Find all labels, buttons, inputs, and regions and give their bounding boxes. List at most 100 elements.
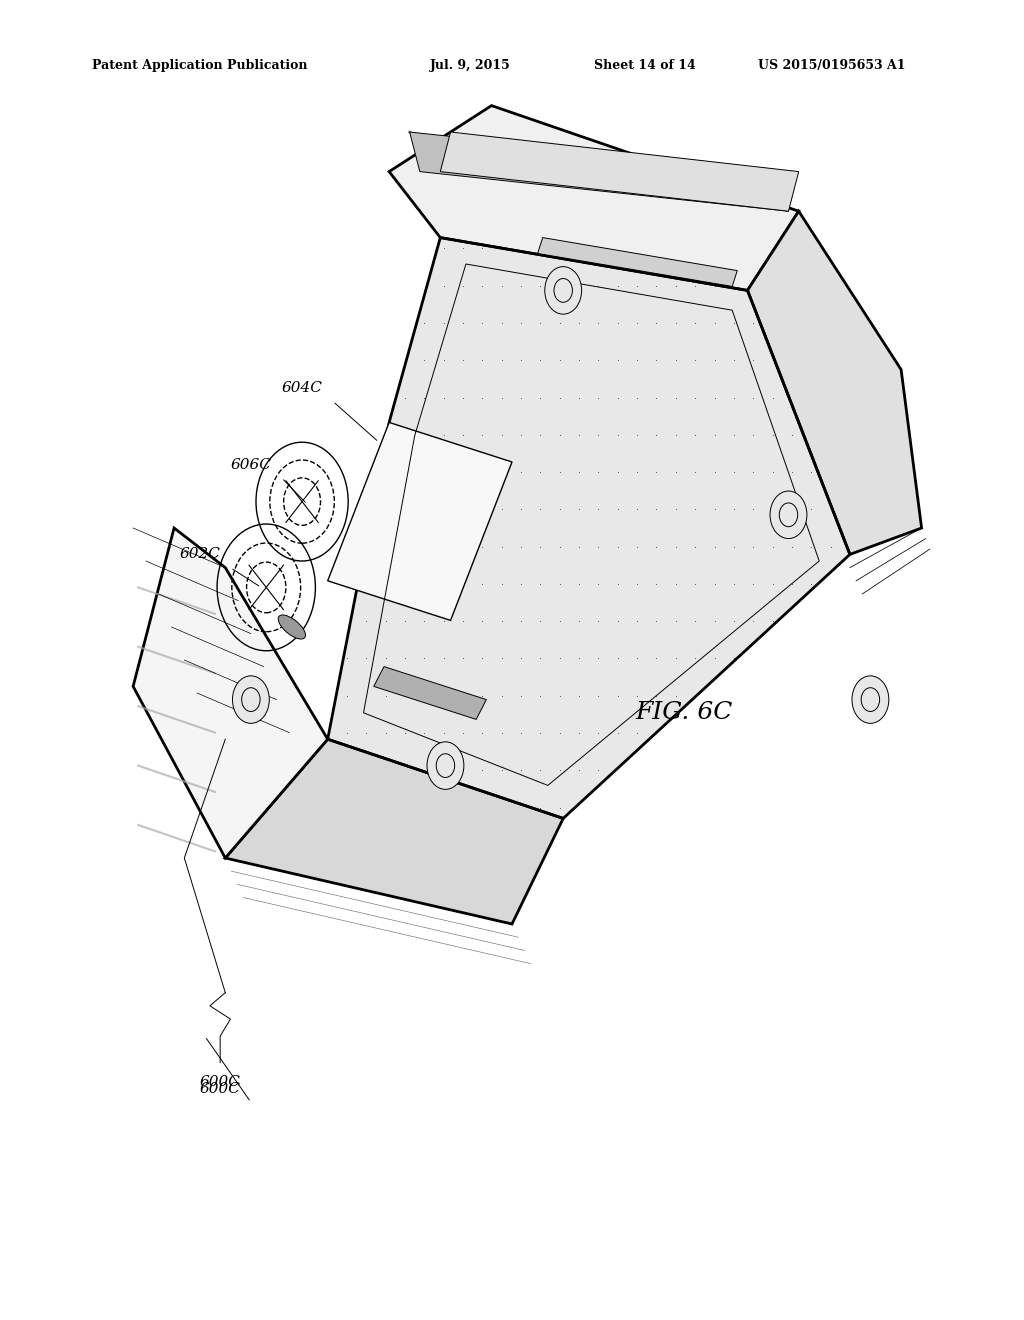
Text: Jul. 9, 2015: Jul. 9, 2015: [430, 59, 511, 73]
Polygon shape: [328, 422, 512, 620]
Point: [455, 722, 471, 743]
Point: [513, 313, 529, 334]
Point: [474, 313, 490, 334]
Point: [435, 275, 452, 296]
Point: [455, 573, 471, 594]
Point: [609, 536, 626, 557]
Point: [707, 387, 723, 408]
Point: [494, 648, 510, 669]
Polygon shape: [748, 211, 922, 554]
Point: [648, 573, 665, 594]
Point: [474, 536, 490, 557]
Point: [571, 536, 588, 557]
Point: [687, 275, 703, 296]
Point: [397, 722, 414, 743]
Point: [358, 685, 375, 706]
Point: [726, 499, 742, 520]
Point: [435, 424, 452, 445]
Point: [552, 722, 568, 743]
Point: [474, 462, 490, 483]
Circle shape: [427, 742, 464, 789]
Point: [571, 648, 588, 669]
Point: [707, 313, 723, 334]
Point: [494, 685, 510, 706]
Point: [590, 387, 606, 408]
Point: [571, 275, 588, 296]
Point: [687, 350, 703, 371]
Point: [668, 573, 684, 594]
Point: [416, 499, 432, 520]
Point: [513, 685, 529, 706]
Point: [494, 462, 510, 483]
Point: [378, 536, 394, 557]
Point: [783, 536, 800, 557]
Point: [571, 313, 588, 334]
Point: [358, 536, 375, 557]
Point: [358, 573, 375, 594]
Point: [590, 648, 606, 669]
Point: [435, 685, 452, 706]
Point: [668, 275, 684, 296]
Point: [726, 573, 742, 594]
Point: [494, 350, 510, 371]
Point: [435, 387, 452, 408]
Circle shape: [852, 676, 889, 723]
Point: [745, 313, 762, 334]
Text: FIG. 6C: FIG. 6C: [635, 701, 732, 725]
Point: [397, 424, 414, 445]
Point: [764, 536, 780, 557]
Point: [552, 313, 568, 334]
Point: [552, 350, 568, 371]
Point: [397, 499, 414, 520]
Point: [726, 648, 742, 669]
Point: [629, 685, 645, 706]
Point: [629, 275, 645, 296]
Point: [745, 536, 762, 557]
Point: [571, 350, 588, 371]
Point: [629, 424, 645, 445]
Point: [726, 387, 742, 408]
Point: [494, 573, 510, 594]
Point: [648, 462, 665, 483]
Point: [687, 387, 703, 408]
Point: [339, 685, 355, 706]
Point: [687, 462, 703, 483]
Point: [532, 387, 549, 408]
Point: [532, 760, 549, 781]
Point: [590, 760, 606, 781]
Point: [435, 462, 452, 483]
Point: [726, 611, 742, 632]
Point: [687, 573, 703, 594]
Point: [629, 573, 645, 594]
Point: [416, 350, 432, 371]
Polygon shape: [374, 667, 486, 719]
Text: 604C: 604C: [282, 381, 323, 395]
Point: [571, 499, 588, 520]
Text: Patent Application Publication: Patent Application Publication: [92, 59, 307, 73]
Point: [494, 387, 510, 408]
Point: [397, 462, 414, 483]
Point: [435, 573, 452, 594]
Point: [435, 536, 452, 557]
Polygon shape: [389, 106, 799, 290]
Point: [532, 499, 549, 520]
Point: [803, 499, 819, 520]
Point: [668, 648, 684, 669]
Point: [707, 573, 723, 594]
Point: [474, 387, 490, 408]
Circle shape: [232, 676, 269, 723]
Point: [668, 350, 684, 371]
Point: [726, 350, 742, 371]
Point: [552, 573, 568, 594]
Point: [822, 499, 839, 520]
Point: [474, 238, 490, 259]
Point: [609, 722, 626, 743]
Point: [416, 648, 432, 669]
Point: [726, 462, 742, 483]
Point: [552, 387, 568, 408]
Point: [455, 648, 471, 669]
Point: [474, 424, 490, 445]
Point: [687, 536, 703, 557]
Point: [668, 462, 684, 483]
Point: [532, 275, 549, 296]
